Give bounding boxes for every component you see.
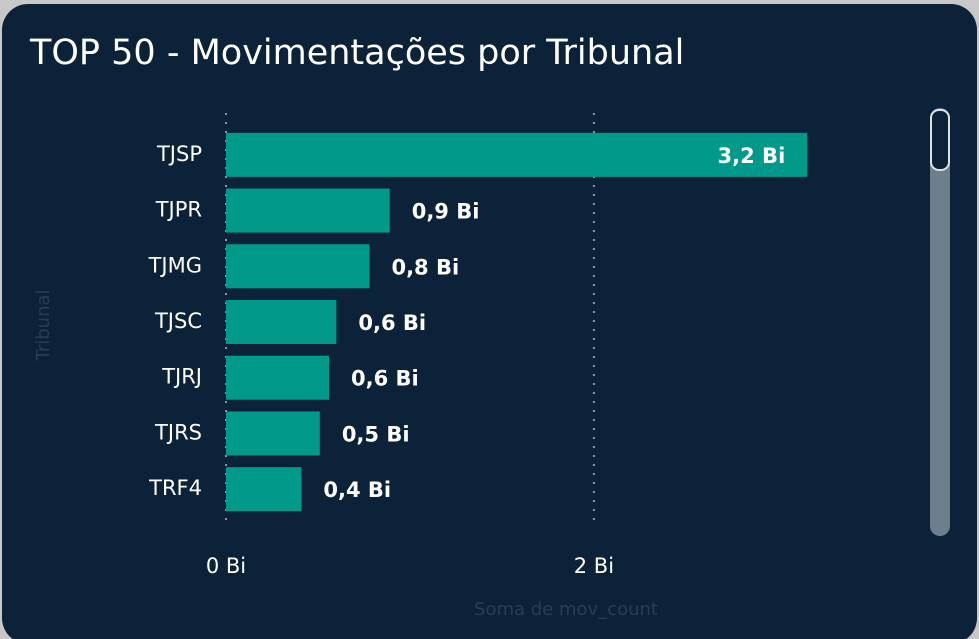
- y-tick-label: TRF4: [148, 476, 202, 500]
- y-tick-label: TJPR: [155, 198, 202, 222]
- y-tick-label: TJSP: [156, 142, 202, 166]
- y-tick-label: TJMG: [148, 253, 202, 277]
- chart-title: TOP 50 - Movimentações por Tribunal: [29, 33, 684, 73]
- y-tick-label: TJRJ: [161, 365, 202, 389]
- scrollbar-thumb[interactable]: [930, 109, 950, 171]
- card: [2, 4, 977, 639]
- data-label: 3,2 Bi: [718, 144, 786, 168]
- x-axis-title: Soma de mov_count: [474, 599, 658, 620]
- y-tick-label: TJSC: [154, 309, 202, 333]
- bar: [226, 244, 370, 289]
- x-tick-label: 2 Bi: [574, 554, 614, 578]
- bar: [226, 188, 390, 233]
- bar: [226, 132, 808, 177]
- data-label: 0,8 Bi: [391, 255, 459, 279]
- bar: [226, 299, 337, 345]
- data-label: 0,9 Bi: [412, 200, 480, 224]
- x-tick-label: 0 Bi: [206, 554, 246, 578]
- y-axis-title: Tribunal: [33, 289, 54, 361]
- bar: [226, 411, 320, 456]
- data-label: 0,6 Bi: [358, 311, 426, 335]
- scrollbar-track[interactable]: [930, 108, 950, 536]
- bar: [226, 355, 330, 400]
- data-label: 0,5 Bi: [342, 422, 410, 446]
- data-label: 0,6 Bi: [351, 367, 419, 391]
- y-tick-label: TJRS: [154, 420, 202, 444]
- data-label: 0,4 Bi: [323, 478, 391, 502]
- bar: [226, 467, 302, 512]
